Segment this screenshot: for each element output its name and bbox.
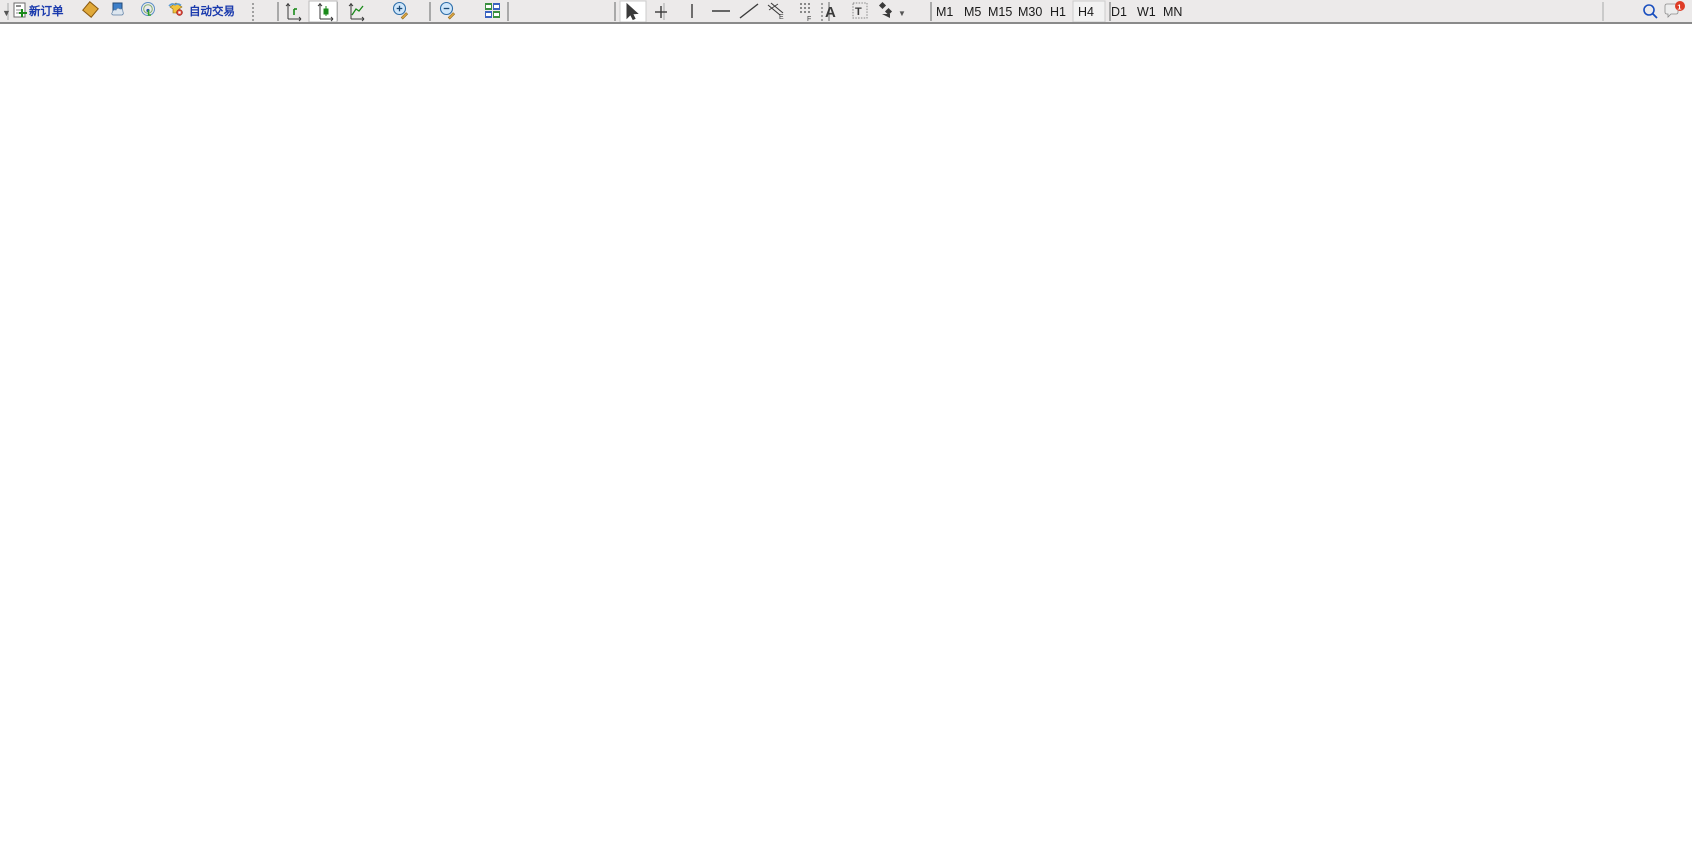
svg-text:F: F [807,16,811,23]
svg-text:A: A [825,4,836,21]
svg-text:H4: H4 [1078,5,1094,19]
svg-text:M1: M1 [936,5,953,19]
svg-text:M30: M30 [1018,5,1042,19]
svg-text:W1: W1 [1137,5,1156,19]
svg-text:▼: ▼ [2,8,11,18]
svg-text:M15: M15 [988,5,1012,19]
svg-text:M5: M5 [964,5,981,19]
svg-text:1: 1 [1677,2,1681,11]
svg-text:D1: D1 [1111,5,1127,19]
svg-text:H1: H1 [1050,5,1066,19]
svg-text:▼: ▼ [898,9,906,18]
svg-text:E: E [779,14,784,21]
svg-text:自动交易: 自动交易 [189,4,235,18]
svg-text:MN: MN [1163,5,1182,19]
svg-text:新订单: 新订单 [29,4,64,18]
svg-text:T: T [855,6,862,18]
